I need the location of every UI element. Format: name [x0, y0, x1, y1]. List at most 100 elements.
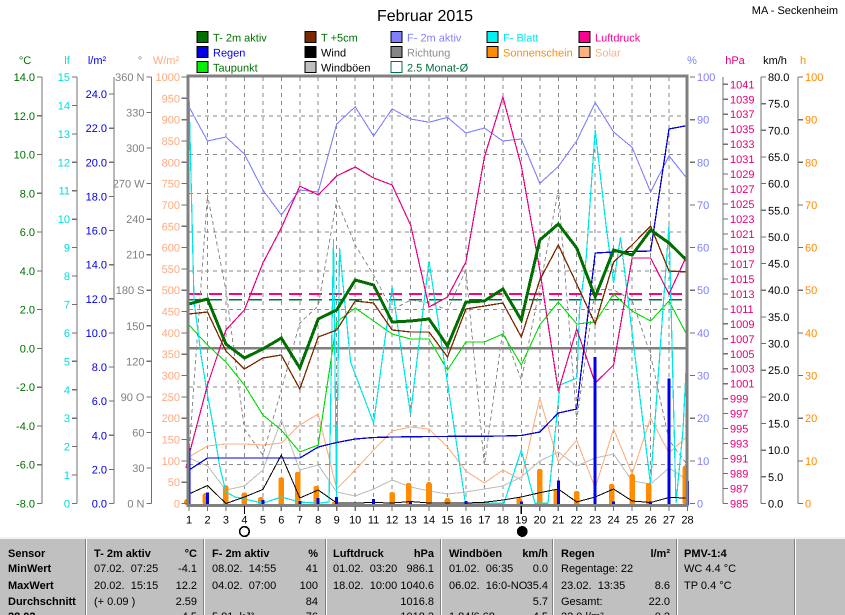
- svg-text:10: 10: [349, 515, 361, 527]
- svg-text:4: 4: [241, 515, 247, 527]
- svg-text:0.0: 0.0: [92, 499, 107, 511]
- svg-text:70.0: 70.0: [768, 125, 789, 137]
- svg-text:13: 13: [58, 129, 70, 141]
- svg-text:F- Blatt: F- Blatt: [503, 33, 538, 45]
- svg-text:90: 90: [697, 115, 709, 127]
- svg-text:24.0: 24.0: [86, 89, 107, 101]
- svg-text:50.0: 50.0: [768, 232, 789, 244]
- svg-text:300: 300: [126, 143, 144, 155]
- svg-text:10: 10: [58, 214, 70, 226]
- svg-text:60: 60: [697, 243, 709, 255]
- svg-text:20: 20: [534, 515, 546, 527]
- svg-text:Solar: Solar: [595, 48, 621, 60]
- svg-text:991: 991: [730, 454, 748, 466]
- svg-text:15: 15: [441, 515, 453, 527]
- svg-text:25.0: 25.0: [768, 365, 789, 377]
- svg-text:9: 9: [334, 515, 340, 527]
- svg-text:1003: 1003: [730, 364, 754, 376]
- svg-text:40: 40: [805, 328, 817, 340]
- svg-text:6: 6: [278, 515, 284, 527]
- svg-text:60: 60: [805, 243, 817, 255]
- svg-text:550: 550: [162, 264, 180, 276]
- svg-text:MA - Seckenheim: MA - Seckenheim: [752, 5, 838, 17]
- svg-text:12.0: 12.0: [86, 294, 107, 306]
- svg-text:17: 17: [478, 515, 490, 527]
- svg-text:19: 19: [515, 515, 527, 527]
- svg-text:Sonnenschein: Sonnenschein: [503, 48, 573, 60]
- svg-text:27: 27: [663, 515, 675, 527]
- svg-text:0: 0: [805, 499, 811, 511]
- svg-text:2.5 Monat-Ø: 2.5 Monat-Ø: [407, 63, 469, 75]
- svg-text:950: 950: [162, 93, 180, 105]
- svg-text:Taupunkt: Taupunkt: [213, 63, 258, 75]
- svg-text:400: 400: [162, 328, 180, 340]
- svg-text:1021: 1021: [730, 229, 754, 241]
- svg-text:600: 600: [162, 243, 180, 255]
- svg-text:16.0: 16.0: [86, 226, 107, 238]
- svg-text:14: 14: [58, 100, 70, 112]
- svg-text:6.0: 6.0: [20, 227, 35, 239]
- svg-text:30: 30: [132, 463, 144, 475]
- svg-text:-4.0: -4.0: [16, 421, 35, 433]
- svg-text:Februar 2015: Februar 2015: [377, 8, 473, 25]
- svg-text:80.0: 80.0: [768, 72, 789, 84]
- svg-text:18: 18: [497, 515, 509, 527]
- svg-text:993: 993: [730, 439, 748, 451]
- svg-text:15: 15: [58, 72, 70, 84]
- svg-text:15.0: 15.0: [768, 419, 789, 431]
- svg-text:Regen: Regen: [213, 48, 245, 60]
- svg-text:1: 1: [186, 515, 192, 527]
- svg-text:10.0: 10.0: [14, 150, 35, 162]
- svg-text:24: 24: [607, 515, 619, 527]
- svg-text:1033: 1033: [730, 139, 754, 151]
- svg-text:1035: 1035: [730, 124, 754, 136]
- svg-text:60: 60: [132, 427, 144, 439]
- svg-text:4.0: 4.0: [20, 266, 35, 278]
- svg-text:0.0: 0.0: [768, 499, 783, 511]
- svg-text:30: 30: [805, 371, 817, 383]
- svg-text:4.0: 4.0: [92, 430, 107, 442]
- svg-text:45.0: 45.0: [768, 259, 789, 271]
- svg-text:h: h: [800, 55, 806, 67]
- svg-text:40.0: 40.0: [768, 285, 789, 297]
- svg-text:1000: 1000: [156, 72, 180, 84]
- svg-text:50: 50: [168, 477, 180, 489]
- svg-text:50: 50: [697, 285, 709, 297]
- svg-text:900: 900: [162, 115, 180, 127]
- svg-text:1029: 1029: [730, 169, 754, 181]
- svg-text:1031: 1031: [730, 154, 754, 166]
- svg-text:1039: 1039: [730, 94, 754, 106]
- svg-text:1001: 1001: [730, 379, 754, 391]
- svg-text:10.0: 10.0: [86, 328, 107, 340]
- svg-text:450: 450: [162, 307, 180, 319]
- svg-text:1017: 1017: [730, 259, 754, 271]
- svg-text:T +5cm: T +5cm: [321, 33, 358, 45]
- svg-text:80: 80: [805, 157, 817, 169]
- svg-text:9: 9: [64, 243, 70, 255]
- svg-text:999: 999: [730, 394, 748, 406]
- svg-text:1025: 1025: [730, 199, 754, 211]
- svg-text:55.0: 55.0: [768, 205, 789, 217]
- svg-text:2.0: 2.0: [92, 464, 107, 476]
- svg-text:1023: 1023: [730, 214, 754, 226]
- svg-text:90: 90: [805, 115, 817, 127]
- svg-text:10: 10: [805, 456, 817, 468]
- svg-text:7: 7: [64, 300, 70, 312]
- svg-text:0.0: 0.0: [20, 343, 35, 355]
- svg-text:12.0: 12.0: [14, 111, 35, 123]
- svg-text:1005: 1005: [730, 349, 754, 361]
- svg-text:1015: 1015: [730, 274, 754, 286]
- svg-text:28: 28: [681, 515, 693, 527]
- svg-text:km/h: km/h: [763, 55, 787, 67]
- svg-text:3: 3: [223, 515, 229, 527]
- svg-text:-2.0: -2.0: [16, 382, 35, 394]
- svg-text:800: 800: [162, 157, 180, 169]
- svg-text:°C: °C: [19, 55, 31, 67]
- svg-text:25: 25: [626, 515, 638, 527]
- svg-text:700: 700: [162, 200, 180, 212]
- svg-text:80: 80: [697, 157, 709, 169]
- svg-text:360 N: 360 N: [115, 72, 144, 84]
- svg-text:30.0: 30.0: [768, 339, 789, 351]
- svg-text:5: 5: [64, 356, 70, 368]
- svg-text:7: 7: [297, 515, 303, 527]
